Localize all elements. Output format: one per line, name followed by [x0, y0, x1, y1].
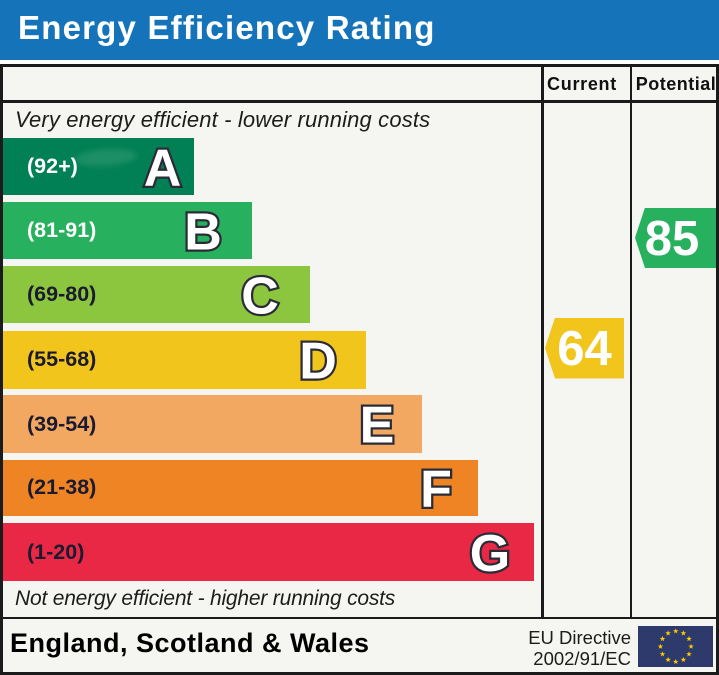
svg-text:E: E [360, 397, 395, 455]
svg-text:G: G [470, 525, 510, 583]
svg-text:C: C [241, 268, 279, 326]
svg-text:A: A [144, 140, 182, 198]
svg-text:B: B [184, 204, 222, 262]
svg-text:F: F [420, 461, 452, 519]
svg-text:D: D [299, 333, 337, 391]
